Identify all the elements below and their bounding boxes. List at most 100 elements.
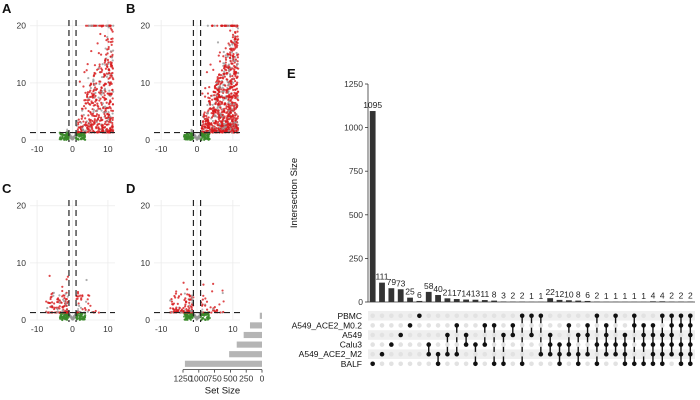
point-sig-up — [229, 53, 232, 56]
point-nonsig — [66, 295, 69, 298]
point-nonsig — [84, 129, 87, 132]
point-nonsig — [222, 90, 225, 93]
set-name-label: A549 — [342, 330, 362, 340]
point-sig-up — [46, 301, 50, 304]
point-sig-up — [216, 308, 219, 312]
point-nonsig — [110, 56, 114, 59]
point-sig-up — [87, 302, 90, 305]
point-sig-down — [188, 135, 192, 138]
point-sig-up — [217, 79, 220, 83]
set-size-tick-label: 500 — [223, 374, 237, 384]
x-tick-label: -10 — [31, 144, 44, 154]
matrix-dot-empty — [510, 313, 516, 319]
matrix-dot-empty — [379, 361, 385, 367]
point-sig-up — [65, 278, 68, 281]
point-sig-up — [232, 55, 235, 58]
point-sig-up — [234, 35, 237, 38]
point-nonsig — [100, 109, 103, 112]
bar-value-label: 6 — [585, 290, 590, 300]
point-nonsig — [56, 307, 59, 310]
matrix-dot-empty — [426, 361, 432, 367]
point-nonsig — [92, 79, 95, 82]
point-sig-up — [109, 128, 112, 132]
point-sig-up — [226, 108, 230, 111]
point-sig-up — [107, 61, 110, 64]
point-sig-up — [204, 126, 207, 129]
point-nonsig — [82, 113, 85, 117]
point-sig-up — [213, 85, 216, 89]
matrix-dot-filled — [603, 332, 609, 338]
point-nonsig — [200, 311, 203, 314]
matrix-dot-empty — [603, 361, 609, 367]
point-sig-down — [199, 316, 202, 319]
point-sig-up — [234, 117, 238, 120]
point-sig-up — [101, 68, 104, 72]
point-sig-up — [75, 297, 78, 301]
matrix-dot-empty — [398, 361, 404, 367]
point-sig-up — [219, 76, 223, 79]
point-sig-up — [226, 105, 230, 108]
point-sig-up — [80, 130, 83, 133]
point-sig-up — [110, 61, 113, 64]
matrix-dot-filled — [510, 332, 516, 338]
point-nonsig — [222, 98, 225, 102]
point-sig-up — [111, 116, 114, 119]
matrix-dot-empty — [445, 323, 450, 328]
point-sig-up — [188, 301, 191, 304]
set-size-tick-label: 1250 — [174, 374, 193, 384]
matrix-dot-filled — [463, 332, 469, 338]
matrix-dot-filled — [613, 313, 618, 319]
point-sig-up — [108, 92, 112, 95]
matrix-dot-filled — [688, 313, 693, 319]
point-nonsig — [100, 93, 103, 96]
point-sig-up — [234, 101, 237, 105]
point-sig-up — [225, 78, 228, 81]
point-nonsig — [218, 126, 221, 129]
intersection-bar — [556, 299, 563, 302]
point-sig-down — [63, 314, 66, 317]
point-sig-up — [83, 123, 86, 127]
point-nonsig — [227, 129, 230, 132]
point-nonsig — [228, 44, 231, 47]
point-nonsig — [103, 88, 107, 91]
matrix-dot-filled — [566, 351, 572, 357]
point-sig-up — [97, 114, 101, 117]
matrix-dot-empty — [575, 323, 581, 328]
point-sig-up — [86, 128, 89, 131]
point-sig-up — [78, 80, 81, 83]
point-nonsig — [227, 69, 231, 72]
point-sig-down — [186, 318, 189, 321]
matrix-dot-empty — [613, 332, 618, 338]
matrix-dot-empty — [538, 342, 544, 347]
matrix-dot-filled — [650, 361, 656, 367]
y-tick-label: 500 — [349, 210, 363, 220]
point-sig-up — [217, 128, 221, 131]
point-sig-up — [187, 305, 190, 308]
point-sig-up — [236, 24, 239, 27]
bar-value-label: 111 — [376, 272, 389, 282]
point-sig-up — [236, 127, 240, 130]
matrix-dot-filled — [566, 342, 572, 347]
point-sig-up — [230, 62, 233, 65]
point-nonsig — [81, 109, 84, 112]
point-sig-up — [218, 51, 221, 54]
matrix-dot-filled — [622, 332, 628, 338]
point-sig-up — [98, 24, 101, 27]
matrix-dot-filled — [557, 361, 562, 367]
point-sig-down — [77, 314, 80, 317]
point-sig-up — [178, 306, 181, 310]
matrix-dot-empty — [398, 323, 404, 328]
point-nonsig — [233, 40, 236, 43]
matrix-dot-filled — [398, 332, 404, 338]
matrix-dot-filled — [678, 361, 684, 367]
matrix-dot-filled — [435, 361, 441, 367]
point-sig-down — [186, 135, 189, 138]
point-nonsig — [195, 318, 198, 321]
x-tick-label: -10 — [155, 324, 168, 334]
point-sig-up — [103, 122, 106, 125]
matrix-dot-empty — [463, 351, 469, 357]
point-nonsig — [229, 127, 232, 130]
y-tick-label: 10 — [17, 78, 27, 88]
point-nonsig — [108, 89, 111, 92]
point-sig-up — [231, 36, 235, 39]
